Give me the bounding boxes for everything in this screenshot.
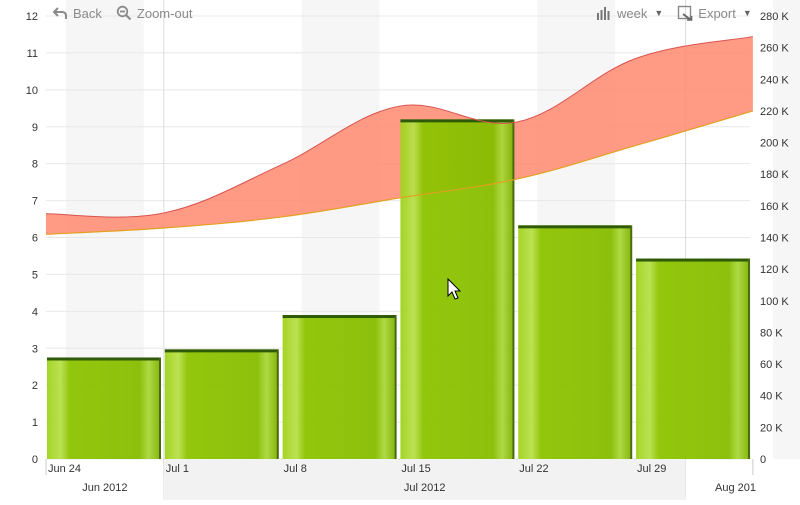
y-right-tick-label: 20 K xyxy=(760,422,783,434)
bar-top-edge xyxy=(400,119,514,123)
period-dropdown[interactable]: week ▼ xyxy=(596,5,663,21)
bar-top-edge xyxy=(518,225,632,229)
x-tick-label: Jun 24 xyxy=(48,463,81,475)
y-left-tick-label: 6 xyxy=(32,233,38,245)
y-left-tick-label: 2 xyxy=(32,380,38,392)
toolbar-right: week ▼ Export ▼ xyxy=(596,3,766,23)
bar xyxy=(282,315,396,459)
month-label: Aug 201 xyxy=(715,482,756,494)
zoom-out-label: Zoom-out xyxy=(136,5,193,21)
bar xyxy=(518,225,632,459)
bar xyxy=(636,258,750,459)
y-left-tick-label: 10 xyxy=(26,85,38,97)
bar-top-edge xyxy=(282,315,396,319)
x-tick-label: Jul 15 xyxy=(401,463,430,475)
export-icon xyxy=(678,5,693,21)
x-tick-label: Jul 29 xyxy=(637,463,666,475)
bar xyxy=(47,357,160,459)
zoom-out-icon xyxy=(116,5,132,21)
y-right-tick-label: 180 K xyxy=(760,169,789,181)
y-left-tick-label: 5 xyxy=(32,269,38,281)
y-right-tick-label: 220 K xyxy=(760,106,789,118)
y-right-tick-label: 200 K xyxy=(760,138,789,150)
toolbar-left: Back Zoom-out xyxy=(52,3,207,23)
y-right-tick-label: 240 K xyxy=(760,74,789,86)
y-right-tick-label: 120 K xyxy=(760,264,789,276)
y-right-tick-label: 0 xyxy=(760,454,766,466)
month-label: Jun 2012 xyxy=(82,482,127,494)
month-band-jul xyxy=(163,460,686,500)
mouse-cursor-icon xyxy=(447,277,462,300)
week-stripe xyxy=(772,0,800,459)
export-dropdown[interactable]: Export ▼ xyxy=(677,5,752,21)
y-right-tick-label: 80 K xyxy=(760,327,783,339)
y-left-tick-label: 1 xyxy=(32,417,38,429)
y-right-tick-label: 100 K xyxy=(760,296,789,308)
x-tick-label: Jul 1 xyxy=(166,463,189,475)
y-left-tick-label: 12 xyxy=(26,11,38,23)
range-upper-line xyxy=(45,36,753,218)
chevron-down-icon: ▼ xyxy=(742,8,752,18)
y-left-tick-label: 9 xyxy=(32,122,38,134)
bar-chart-icon xyxy=(597,7,610,20)
back-label: Back xyxy=(73,5,102,21)
y-right-tick-label: 140 K xyxy=(760,233,789,245)
bar-top-edge xyxy=(164,349,278,353)
y-right-tick-label: 260 K xyxy=(760,43,789,55)
bar xyxy=(164,349,278,459)
x-tick-label: Jul 22 xyxy=(519,463,548,475)
x-tick-label: Jul 8 xyxy=(284,463,307,475)
month-label: Jul 2012 xyxy=(404,482,446,494)
y-left-tick-label: 4 xyxy=(32,306,38,318)
zoom-out-button[interactable]: Zoom-out xyxy=(116,5,193,21)
y-left-tick-label: 0 xyxy=(32,454,38,466)
export-label: Export xyxy=(698,5,736,21)
range-lower-line xyxy=(45,110,754,235)
y-left-tick-label: 11 xyxy=(27,48,38,60)
bar-top-edge xyxy=(636,258,750,262)
range-band-area xyxy=(46,36,753,235)
y-left-tick-label: 3 xyxy=(32,343,38,355)
y-right-tick-label: 60 K xyxy=(760,359,783,371)
y-right-tick-label: 280 K xyxy=(760,11,789,23)
y-right-tick-label: 160 K xyxy=(760,201,789,213)
bar-top-edge xyxy=(47,357,160,361)
y-left-tick-label: 8 xyxy=(32,159,38,171)
back-button[interactable]: Back xyxy=(52,5,102,21)
y-right-tick-label: 40 K xyxy=(760,391,783,403)
y-left-tick-label: 7 xyxy=(32,196,38,208)
chevron-down-icon: ▼ xyxy=(654,8,664,18)
period-label: week xyxy=(617,5,648,21)
back-arrow-icon xyxy=(53,7,67,19)
